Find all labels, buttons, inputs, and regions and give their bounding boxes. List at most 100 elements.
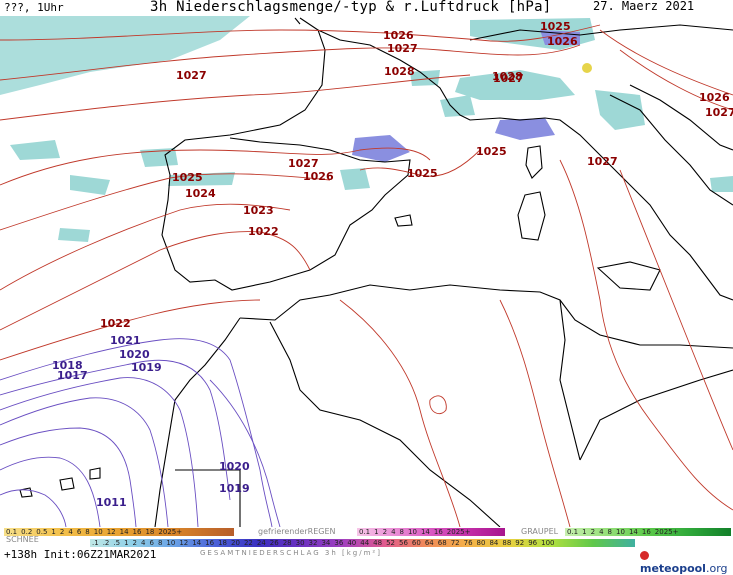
isobar-line bbox=[499, 299, 571, 527]
graupel-scale-value: 14 bbox=[628, 528, 638, 536]
isobar-label: 1022 bbox=[100, 317, 131, 330]
isobar-label: 1025 bbox=[172, 171, 203, 184]
isobar-line bbox=[0, 147, 431, 186]
precip-patch bbox=[440, 95, 475, 117]
isobar-line bbox=[559, 159, 733, 511]
isobar-label: 1017 bbox=[57, 369, 88, 382]
total-scale-value: .2 bbox=[102, 539, 110, 547]
isobar-line bbox=[0, 74, 471, 121]
isobar-line bbox=[429, 395, 447, 414]
snow-scale-value: 1 bbox=[51, 528, 56, 536]
isobar-label: 1020 bbox=[219, 460, 250, 473]
isobar-line bbox=[209, 379, 281, 527]
total-scale-value: 40 bbox=[347, 539, 357, 547]
map-legend: 0.1 0.2 0.5 1 2 4 6 8 10 12 14 16 18 202… bbox=[0, 527, 733, 566]
total-scale-value: 4 bbox=[141, 539, 146, 547]
total-scale-value: 96 bbox=[528, 539, 538, 547]
snow-scale-value: 2 bbox=[59, 528, 65, 536]
total-scale-value: 56 bbox=[399, 539, 408, 547]
isobar-line bbox=[0, 24, 601, 42]
isobar-label: 1025 bbox=[476, 145, 507, 158]
isobar-label: 1027 bbox=[176, 69, 207, 82]
graupel-scale-value: 16 bbox=[641, 528, 651, 536]
isobar-label: 1025 bbox=[407, 167, 438, 180]
snow-scale-value: 0.2 bbox=[21, 528, 33, 536]
isobar-line bbox=[0, 489, 67, 527]
isobar-label: 1023 bbox=[243, 204, 274, 217]
freezing-scale-value: 2 bbox=[382, 528, 388, 536]
isobar-line bbox=[0, 231, 311, 331]
isobar-label: 1019 bbox=[219, 482, 250, 495]
border-mauritania bbox=[175, 469, 241, 527]
isobar-line bbox=[0, 377, 199, 527]
weather-map: 1025 1026 1026 1027 1027 1028 1028 1026 … bbox=[0, 16, 733, 527]
freezing-scale-value: 2025+ bbox=[446, 528, 471, 536]
total-scale-value: 34 bbox=[321, 539, 331, 547]
precipitation-layer bbox=[0, 16, 733, 242]
coastline-corsica bbox=[525, 145, 543, 179]
snow-scale-value: 6 bbox=[76, 528, 82, 536]
border-algeria-tunisia bbox=[559, 299, 581, 461]
precip-patch bbox=[70, 175, 110, 195]
freezing-rain-label: gefrierenderREGEN bbox=[258, 527, 336, 536]
isobar-labels-low: 1021 1020 1019 1018 1017 1020 1019 1011 bbox=[52, 334, 250, 509]
map-date: 27. Maerz 2021 bbox=[593, 0, 695, 13]
snow-scale: 0.1 0.2 0.5 1 2 4 6 8 10 12 14 16 18 202… bbox=[4, 528, 234, 536]
coastline-canary-3 bbox=[89, 467, 101, 480]
isobar-line bbox=[0, 456, 101, 527]
isobar-label: 1021 bbox=[110, 334, 141, 347]
total-scale-value: 24 bbox=[256, 539, 266, 547]
coastline-adriatic bbox=[629, 84, 733, 151]
map-header: ???, 1Uhr 3h Niederschlagsmenge/-typ & r… bbox=[0, 0, 733, 18]
total-scale-value: 14 bbox=[192, 539, 202, 547]
total-scale-value: 92 bbox=[515, 539, 525, 547]
total-scale-value: 2 bbox=[132, 539, 137, 547]
total-scale-value: 32 bbox=[308, 539, 318, 547]
isobar-line bbox=[0, 173, 331, 231]
precip-patch bbox=[168, 172, 235, 186]
coastline-uk bbox=[294, 17, 301, 25]
graupel-scale-value: 2 bbox=[590, 528, 596, 536]
total-scale-value: 76 bbox=[463, 539, 473, 547]
total-precip-label: GESAMTNIEDERSCHLAG 3h [kg/m²] bbox=[200, 549, 382, 557]
isobar-line bbox=[619, 169, 733, 451]
freezing-scale-value: 10 bbox=[408, 528, 417, 536]
coastline-canary-1 bbox=[19, 487, 33, 498]
total-scale-value: 80 bbox=[476, 539, 486, 547]
coastline-sicily bbox=[596, 261, 661, 291]
freezing-scale-value: 14 bbox=[420, 528, 430, 536]
snow-scale-value: 10 bbox=[93, 528, 103, 536]
coastlines bbox=[19, 17, 733, 527]
total-precip-scale: .1 .2 .5 1 2 4 6 8 10 12 14 16 18 20 22 … bbox=[90, 539, 635, 547]
isobar-label: 1011 bbox=[96, 496, 127, 509]
freezing-scale-value: 1 bbox=[374, 528, 379, 536]
total-scale-value: 22 bbox=[243, 539, 253, 547]
snow-label: SCHNEE bbox=[6, 535, 39, 544]
precip-patch bbox=[582, 63, 592, 73]
coastline-italy bbox=[544, 117, 733, 301]
total-scale-value: 18 bbox=[218, 539, 228, 547]
coastline-france bbox=[317, 29, 546, 121]
total-scale-value: 36 bbox=[334, 539, 344, 547]
isobar-label: 1019 bbox=[131, 361, 162, 374]
total-scale-value: 52 bbox=[386, 539, 395, 547]
isobars-high bbox=[0, 24, 733, 527]
snow-scale-value: 0.1 bbox=[6, 528, 18, 536]
isobar-label: 1026 bbox=[699, 91, 730, 104]
map-title: 3h Niederschlagsmenge/-typ & r.Luftdruck… bbox=[150, 0, 552, 15]
graupel-scale-value: 10 bbox=[616, 528, 625, 536]
isobar-label: 1026 bbox=[303, 170, 334, 183]
isobar-label: 1027 bbox=[587, 155, 618, 168]
total-scale-value: 1 bbox=[124, 539, 129, 547]
meteopool-logo[interactable]: meteopool.org bbox=[640, 549, 733, 575]
total-scale-value: 72 bbox=[450, 539, 460, 547]
freezing-scale-value: 16 bbox=[433, 528, 443, 536]
graupel-label: GRAUPEL bbox=[521, 527, 559, 536]
total-scale-value: 88 bbox=[502, 539, 512, 547]
isobar-label: 1027 bbox=[387, 42, 418, 55]
isobar-label: 1020 bbox=[119, 348, 150, 361]
isobar-line bbox=[339, 299, 461, 527]
precip-patch bbox=[495, 118, 555, 140]
border-algeria-morocco bbox=[269, 321, 501, 527]
total-scale-value: 44 bbox=[360, 539, 370, 547]
